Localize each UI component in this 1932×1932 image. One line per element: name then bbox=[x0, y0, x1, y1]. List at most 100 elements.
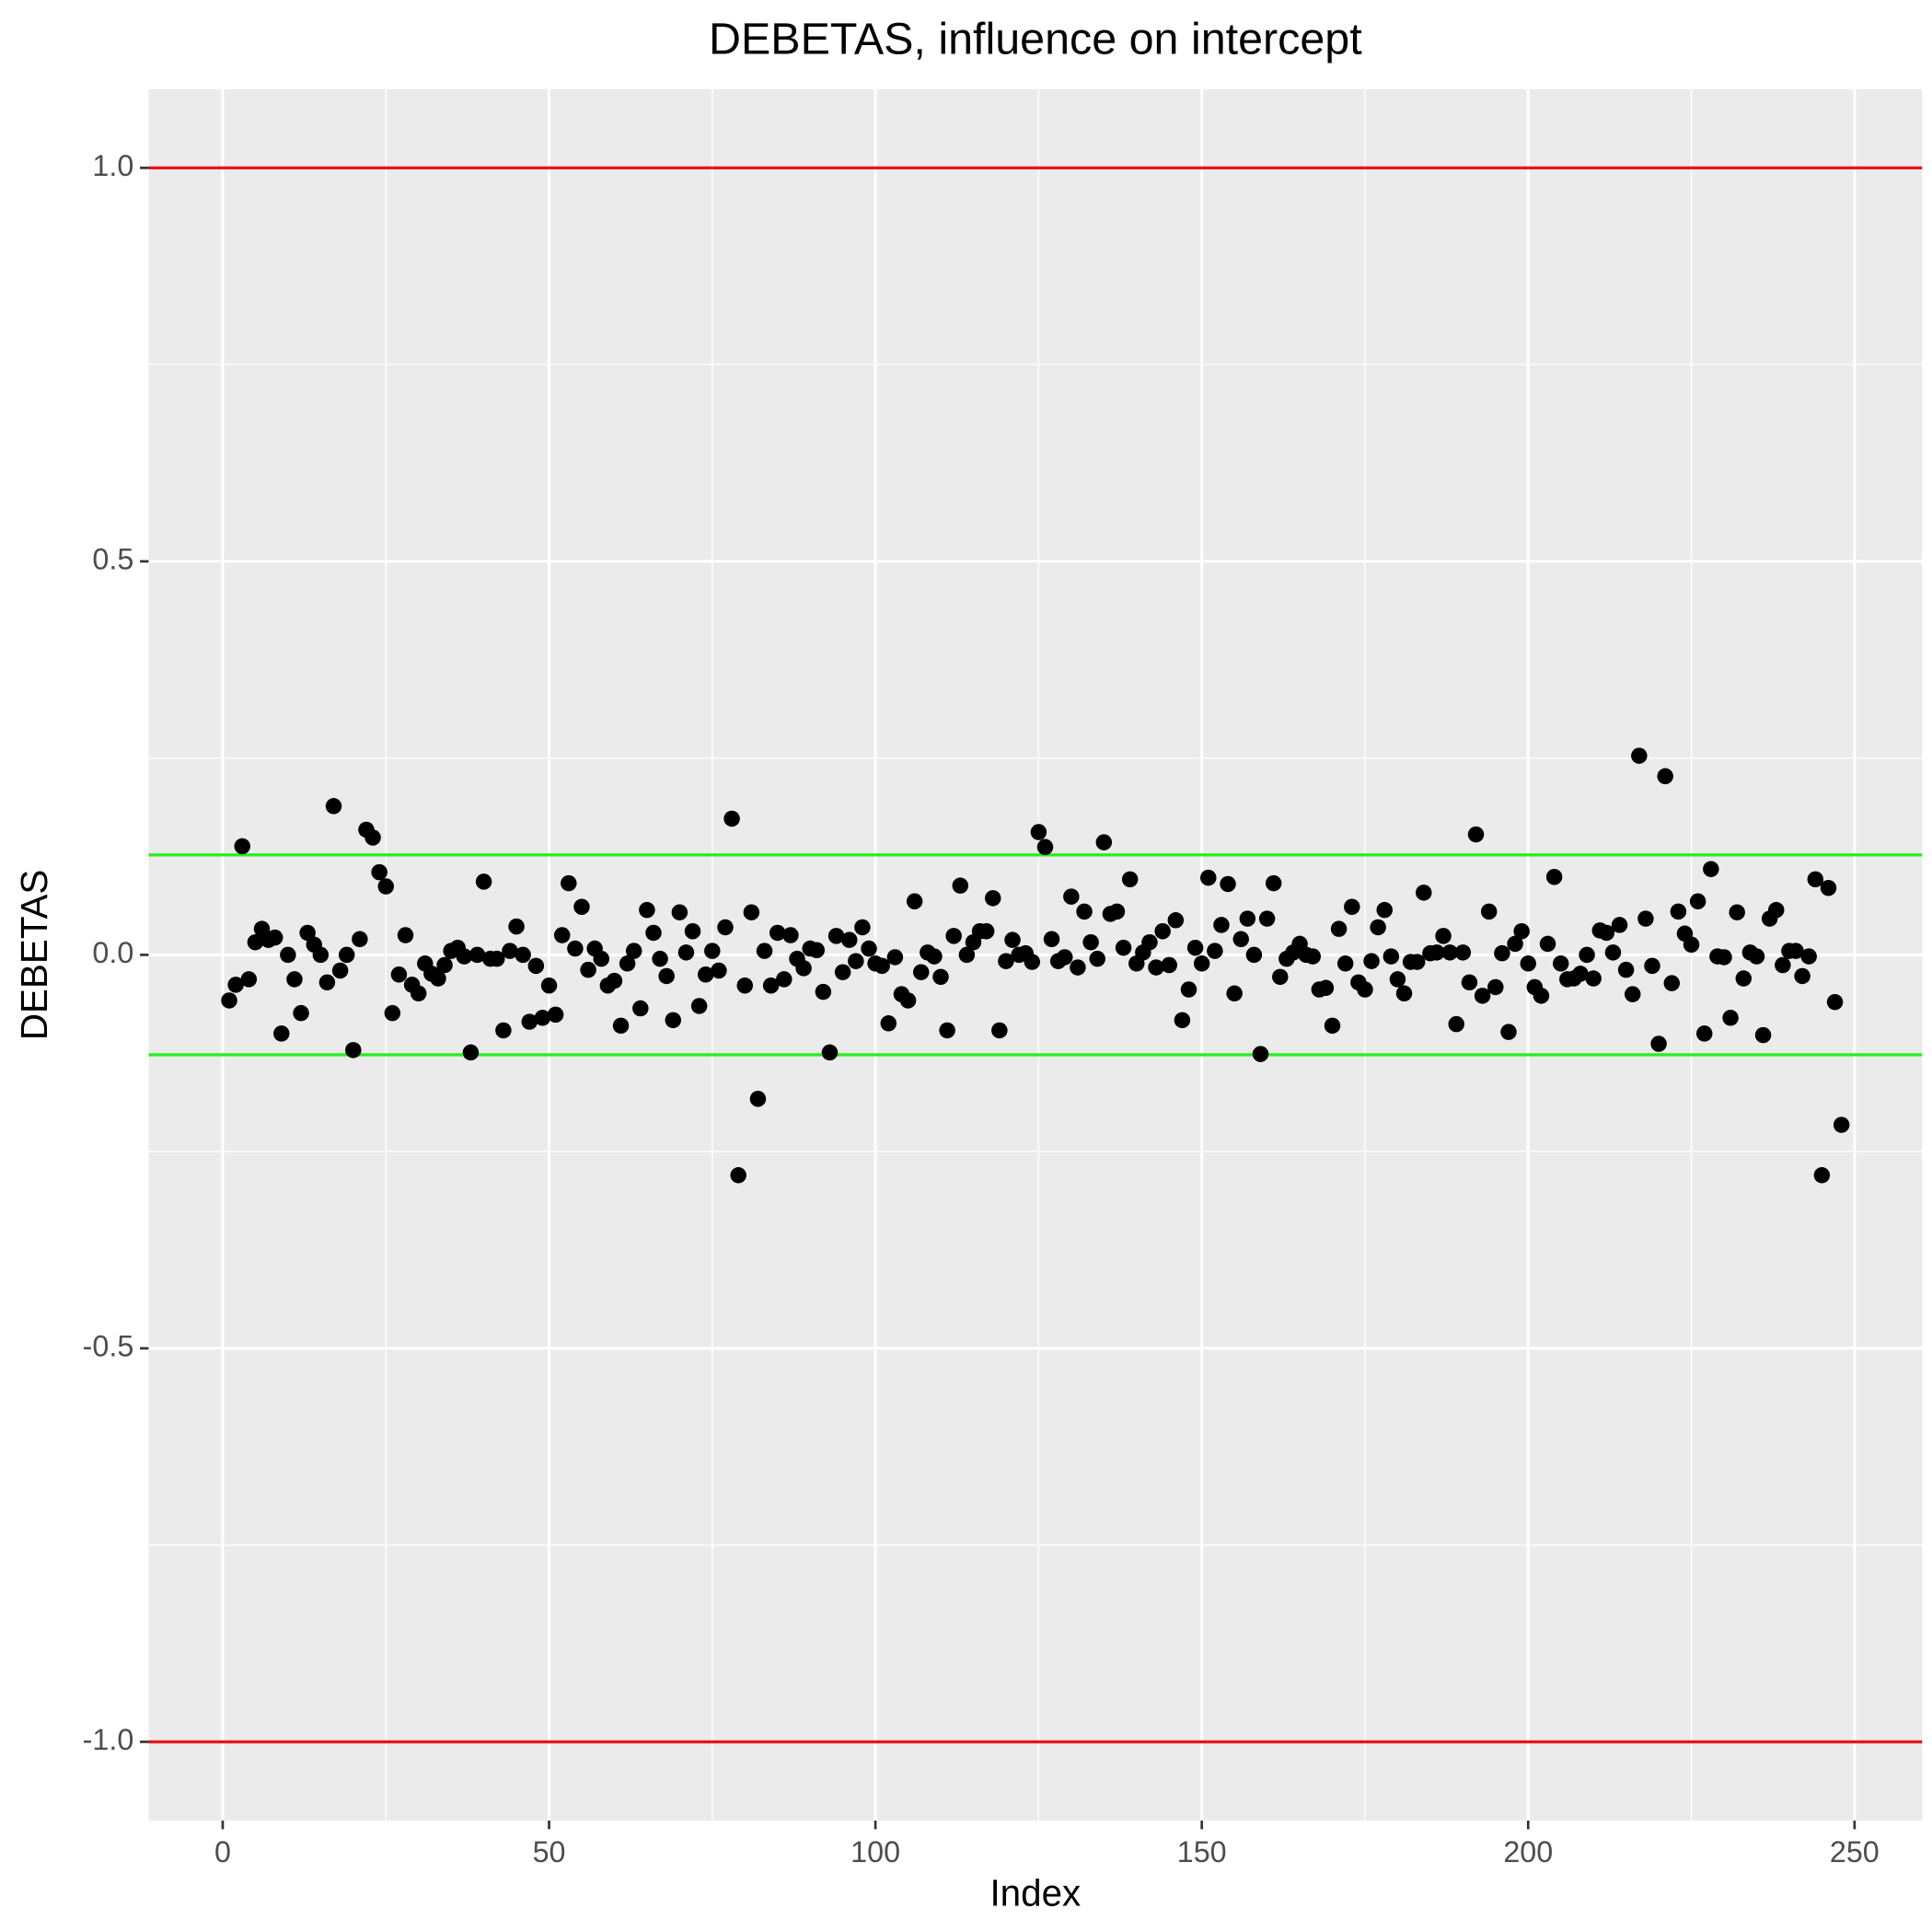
point bbox=[1030, 824, 1047, 840]
x-tick-label: 200 bbox=[1503, 1835, 1553, 1868]
point bbox=[1057, 949, 1073, 966]
point bbox=[567, 940, 584, 957]
point bbox=[352, 931, 368, 948]
point bbox=[1454, 944, 1472, 961]
y-tick-label: 0.5 bbox=[92, 542, 133, 575]
point bbox=[521, 1013, 538, 1030]
point bbox=[1670, 903, 1687, 920]
point bbox=[299, 924, 316, 942]
point bbox=[743, 904, 760, 920]
point bbox=[1330, 920, 1348, 937]
point bbox=[1520, 955, 1537, 972]
point bbox=[1024, 954, 1041, 970]
point bbox=[1043, 931, 1060, 948]
point bbox=[1141, 933, 1158, 951]
point bbox=[723, 810, 740, 827]
point bbox=[1624, 986, 1641, 1002]
point bbox=[1245, 946, 1263, 964]
point bbox=[1787, 943, 1804, 959]
point bbox=[756, 943, 773, 959]
point bbox=[1474, 988, 1491, 1004]
point bbox=[390, 966, 408, 983]
point bbox=[1036, 839, 1054, 855]
point bbox=[1631, 747, 1648, 764]
point bbox=[266, 929, 283, 946]
point bbox=[1200, 869, 1217, 886]
x-axis-title: Index bbox=[989, 1872, 1081, 1915]
y-tick-label: -0.5 bbox=[83, 1329, 134, 1362]
point bbox=[880, 1015, 897, 1032]
point bbox=[1382, 948, 1400, 965]
point bbox=[998, 953, 1014, 969]
point bbox=[364, 829, 381, 846]
point bbox=[1539, 935, 1556, 953]
point bbox=[318, 974, 336, 991]
point bbox=[540, 977, 558, 994]
point bbox=[547, 1006, 564, 1024]
point bbox=[489, 950, 505, 967]
point bbox=[952, 877, 969, 894]
point bbox=[769, 924, 786, 942]
point bbox=[926, 948, 943, 965]
point bbox=[1735, 970, 1753, 987]
point bbox=[1220, 875, 1236, 893]
y-tick-label: -1.0 bbox=[83, 1723, 134, 1756]
point bbox=[1748, 948, 1765, 965]
point bbox=[469, 946, 486, 964]
point bbox=[593, 950, 610, 967]
point bbox=[1729, 904, 1745, 920]
point bbox=[1108, 903, 1126, 920]
x-tick-label: 0 bbox=[214, 1835, 231, 1868]
point bbox=[1408, 954, 1426, 970]
point bbox=[561, 874, 577, 892]
point bbox=[1357, 981, 1373, 998]
point bbox=[815, 983, 832, 1001]
point bbox=[462, 1044, 480, 1061]
point bbox=[1370, 919, 1386, 936]
point bbox=[293, 1004, 309, 1022]
point bbox=[1663, 975, 1681, 991]
point bbox=[932, 968, 949, 986]
point bbox=[515, 946, 531, 964]
point bbox=[1336, 955, 1354, 972]
point bbox=[273, 1025, 290, 1042]
point bbox=[625, 943, 642, 959]
point bbox=[899, 992, 917, 1009]
point bbox=[1813, 1167, 1831, 1184]
point bbox=[619, 955, 636, 972]
point bbox=[606, 972, 623, 989]
point bbox=[410, 985, 427, 1002]
point bbox=[861, 940, 877, 957]
point bbox=[652, 950, 668, 967]
point bbox=[430, 970, 446, 987]
point bbox=[508, 918, 525, 935]
point bbox=[1232, 931, 1249, 948]
point bbox=[1767, 901, 1785, 919]
point bbox=[1344, 898, 1360, 915]
point bbox=[1689, 893, 1706, 909]
point bbox=[1095, 834, 1113, 850]
y-tick-label: 0.0 bbox=[92, 936, 133, 969]
point bbox=[227, 977, 244, 993]
point bbox=[553, 927, 571, 943]
point bbox=[1644, 957, 1660, 975]
point bbox=[1461, 974, 1478, 991]
point bbox=[1161, 956, 1177, 974]
point bbox=[1429, 944, 1445, 961]
point bbox=[286, 971, 303, 988]
point bbox=[1617, 961, 1635, 978]
point bbox=[1604, 944, 1622, 961]
point bbox=[808, 942, 826, 959]
point bbox=[495, 1022, 512, 1039]
point bbox=[1070, 959, 1086, 976]
point bbox=[658, 967, 675, 985]
point bbox=[1637, 910, 1654, 927]
point bbox=[312, 946, 330, 964]
point bbox=[1754, 1026, 1772, 1044]
point bbox=[1082, 933, 1099, 951]
point bbox=[991, 1022, 1008, 1039]
point bbox=[475, 873, 492, 890]
point bbox=[1213, 917, 1230, 933]
point bbox=[1258, 910, 1276, 927]
point bbox=[325, 798, 342, 815]
